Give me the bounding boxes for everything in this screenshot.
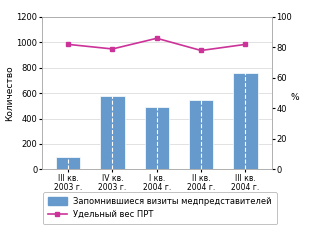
Bar: [233, 73, 258, 169]
Bar: [189, 99, 213, 169]
Bar: [56, 157, 80, 169]
Y-axis label: Количество: Количество: [5, 65, 14, 121]
Bar: [100, 96, 125, 169]
Legend: Запомнившиеся визиты медпредставителей, Удельный вес ПРТ: Запомнившиеся визиты медпредставителей, …: [43, 192, 277, 224]
Y-axis label: %: %: [290, 93, 299, 102]
Bar: [145, 107, 169, 169]
